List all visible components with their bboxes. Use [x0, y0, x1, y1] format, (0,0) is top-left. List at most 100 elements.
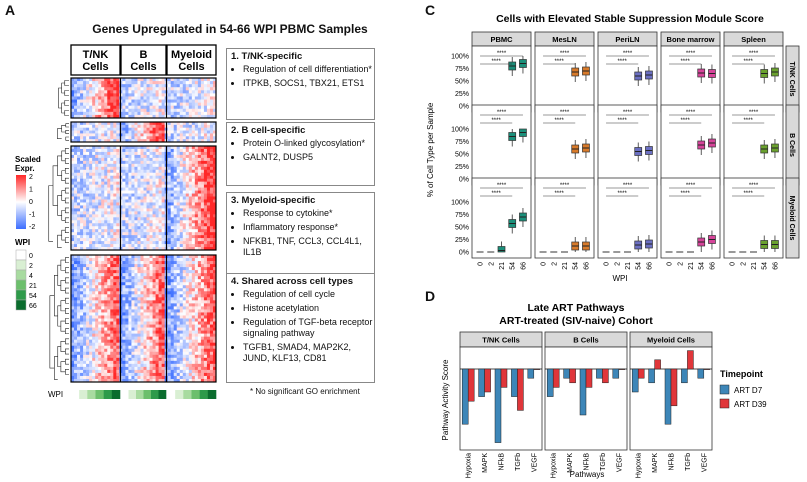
heatmap-cell	[170, 369, 175, 374]
heatmap-cell	[89, 342, 93, 347]
heatmap-cell	[209, 172, 214, 177]
heatmap-cell	[83, 166, 87, 171]
heatmap-cell	[167, 217, 171, 221]
heatmap-cell	[152, 160, 156, 165]
heatmap-cell	[176, 306, 181, 310]
heatmap-cell	[140, 163, 144, 168]
heatmap-cell	[194, 294, 199, 298]
heatmap-cell	[95, 360, 99, 365]
heatmap-cell	[158, 190, 162, 194]
heatmap-cell	[71, 327, 75, 331]
heatmap-cell	[188, 93, 193, 97]
heatmap-cell	[98, 282, 102, 286]
heatmap-cell	[149, 336, 153, 340]
heatmap-cell	[143, 336, 147, 340]
heatmap-cell	[104, 214, 108, 218]
heatmap-cell	[101, 264, 105, 268]
heatmap-cell	[203, 114, 208, 119]
heatmap-cell	[197, 90, 202, 94]
heatmap-cell	[80, 148, 84, 153]
heatmap-cell	[113, 148, 117, 153]
heatmap-cell	[116, 133, 120, 137]
heatmap-cell	[128, 84, 132, 88]
heatmap-cell	[113, 90, 117, 94]
heatmap-cell	[176, 247, 181, 251]
heatmap-cell	[140, 187, 144, 191]
heatmap-cell	[74, 111, 78, 116]
heatmap-cell	[182, 84, 187, 88]
heatmap-cell	[143, 214, 147, 218]
heatmap-cell	[137, 309, 141, 313]
heatmap-cell	[188, 205, 193, 209]
heatmap-cell	[137, 223, 141, 227]
heatmap-cell	[197, 214, 202, 218]
heatmap-cell	[188, 214, 193, 218]
heatmap-cell	[74, 160, 78, 165]
heatmap-cell	[176, 96, 181, 100]
heatmap-cell	[170, 372, 175, 377]
heatmap-cell	[143, 199, 147, 203]
heatmap-cell	[146, 273, 150, 277]
heatmap-cell	[146, 285, 150, 289]
heatmap-cell	[110, 96, 114, 100]
heatmap-cell	[125, 111, 129, 116]
heatmap-cell	[170, 122, 175, 126]
heatmap-cell	[98, 208, 102, 212]
heatmap-cell	[185, 232, 190, 236]
heatmap-cell	[83, 315, 87, 319]
heatmap-cell	[149, 321, 153, 325]
heatmap-cell	[131, 333, 135, 337]
heatmap-cell	[134, 220, 138, 224]
heatmap-cell	[80, 184, 84, 188]
heatmap-cell	[197, 175, 202, 179]
heatmap-cell	[149, 148, 153, 153]
heatmap-cell	[113, 196, 117, 200]
heatmap-cell	[107, 111, 111, 116]
heatmap-cell	[134, 96, 138, 100]
heatmap-cell	[161, 348, 165, 353]
heatmap-cell	[140, 336, 144, 340]
heatmap-cell	[95, 122, 99, 126]
heatmap-cell	[206, 345, 211, 350]
heatmap-cell	[74, 199, 78, 203]
heatmap-cell	[191, 241, 196, 245]
heatmap-cell	[125, 372, 129, 377]
heatmap-cell	[170, 130, 175, 134]
heatmap-cell	[191, 175, 196, 179]
heatmap-cell	[110, 136, 114, 140]
heatmap-cell	[161, 247, 165, 251]
heatmap-cell	[200, 327, 205, 331]
heatmap-cell	[128, 244, 132, 248]
heatmap-cell	[152, 348, 156, 353]
heatmap-cell	[98, 122, 102, 126]
heatmap-cell	[185, 357, 190, 362]
heatmap-cell	[101, 93, 105, 97]
heatmap-cell	[95, 282, 99, 286]
heatmap-cell	[149, 318, 153, 322]
heatmap-cell	[104, 318, 108, 322]
heatmap-cell	[176, 169, 181, 174]
heatmap-cell	[143, 339, 147, 343]
heatmap-cell	[149, 300, 153, 304]
heatmap-cell	[149, 160, 153, 165]
heatmap-cell	[179, 336, 184, 340]
heatmap-cell	[197, 199, 202, 203]
heatmap-cell	[95, 369, 99, 374]
heatmap-cell	[98, 357, 102, 362]
heatmap-cell	[173, 226, 178, 230]
heatmap-cell	[194, 345, 199, 350]
heatmap-cell	[161, 102, 165, 106]
heatmap-cell	[134, 202, 138, 206]
heatmap-cell	[125, 297, 129, 301]
heatmap-cell	[167, 90, 171, 94]
heatmap-cell	[89, 306, 93, 310]
heatmap-cell	[98, 181, 102, 185]
heatmap-cell	[134, 108, 138, 113]
heatmap-cell	[203, 342, 208, 347]
heatmap-cell	[89, 223, 93, 227]
heatmap-cell	[161, 87, 165, 91]
heatmap-cell	[185, 127, 190, 131]
heatmap-cell	[128, 166, 132, 171]
heatmap-cell	[98, 261, 102, 265]
heatmap-cell	[185, 163, 190, 168]
